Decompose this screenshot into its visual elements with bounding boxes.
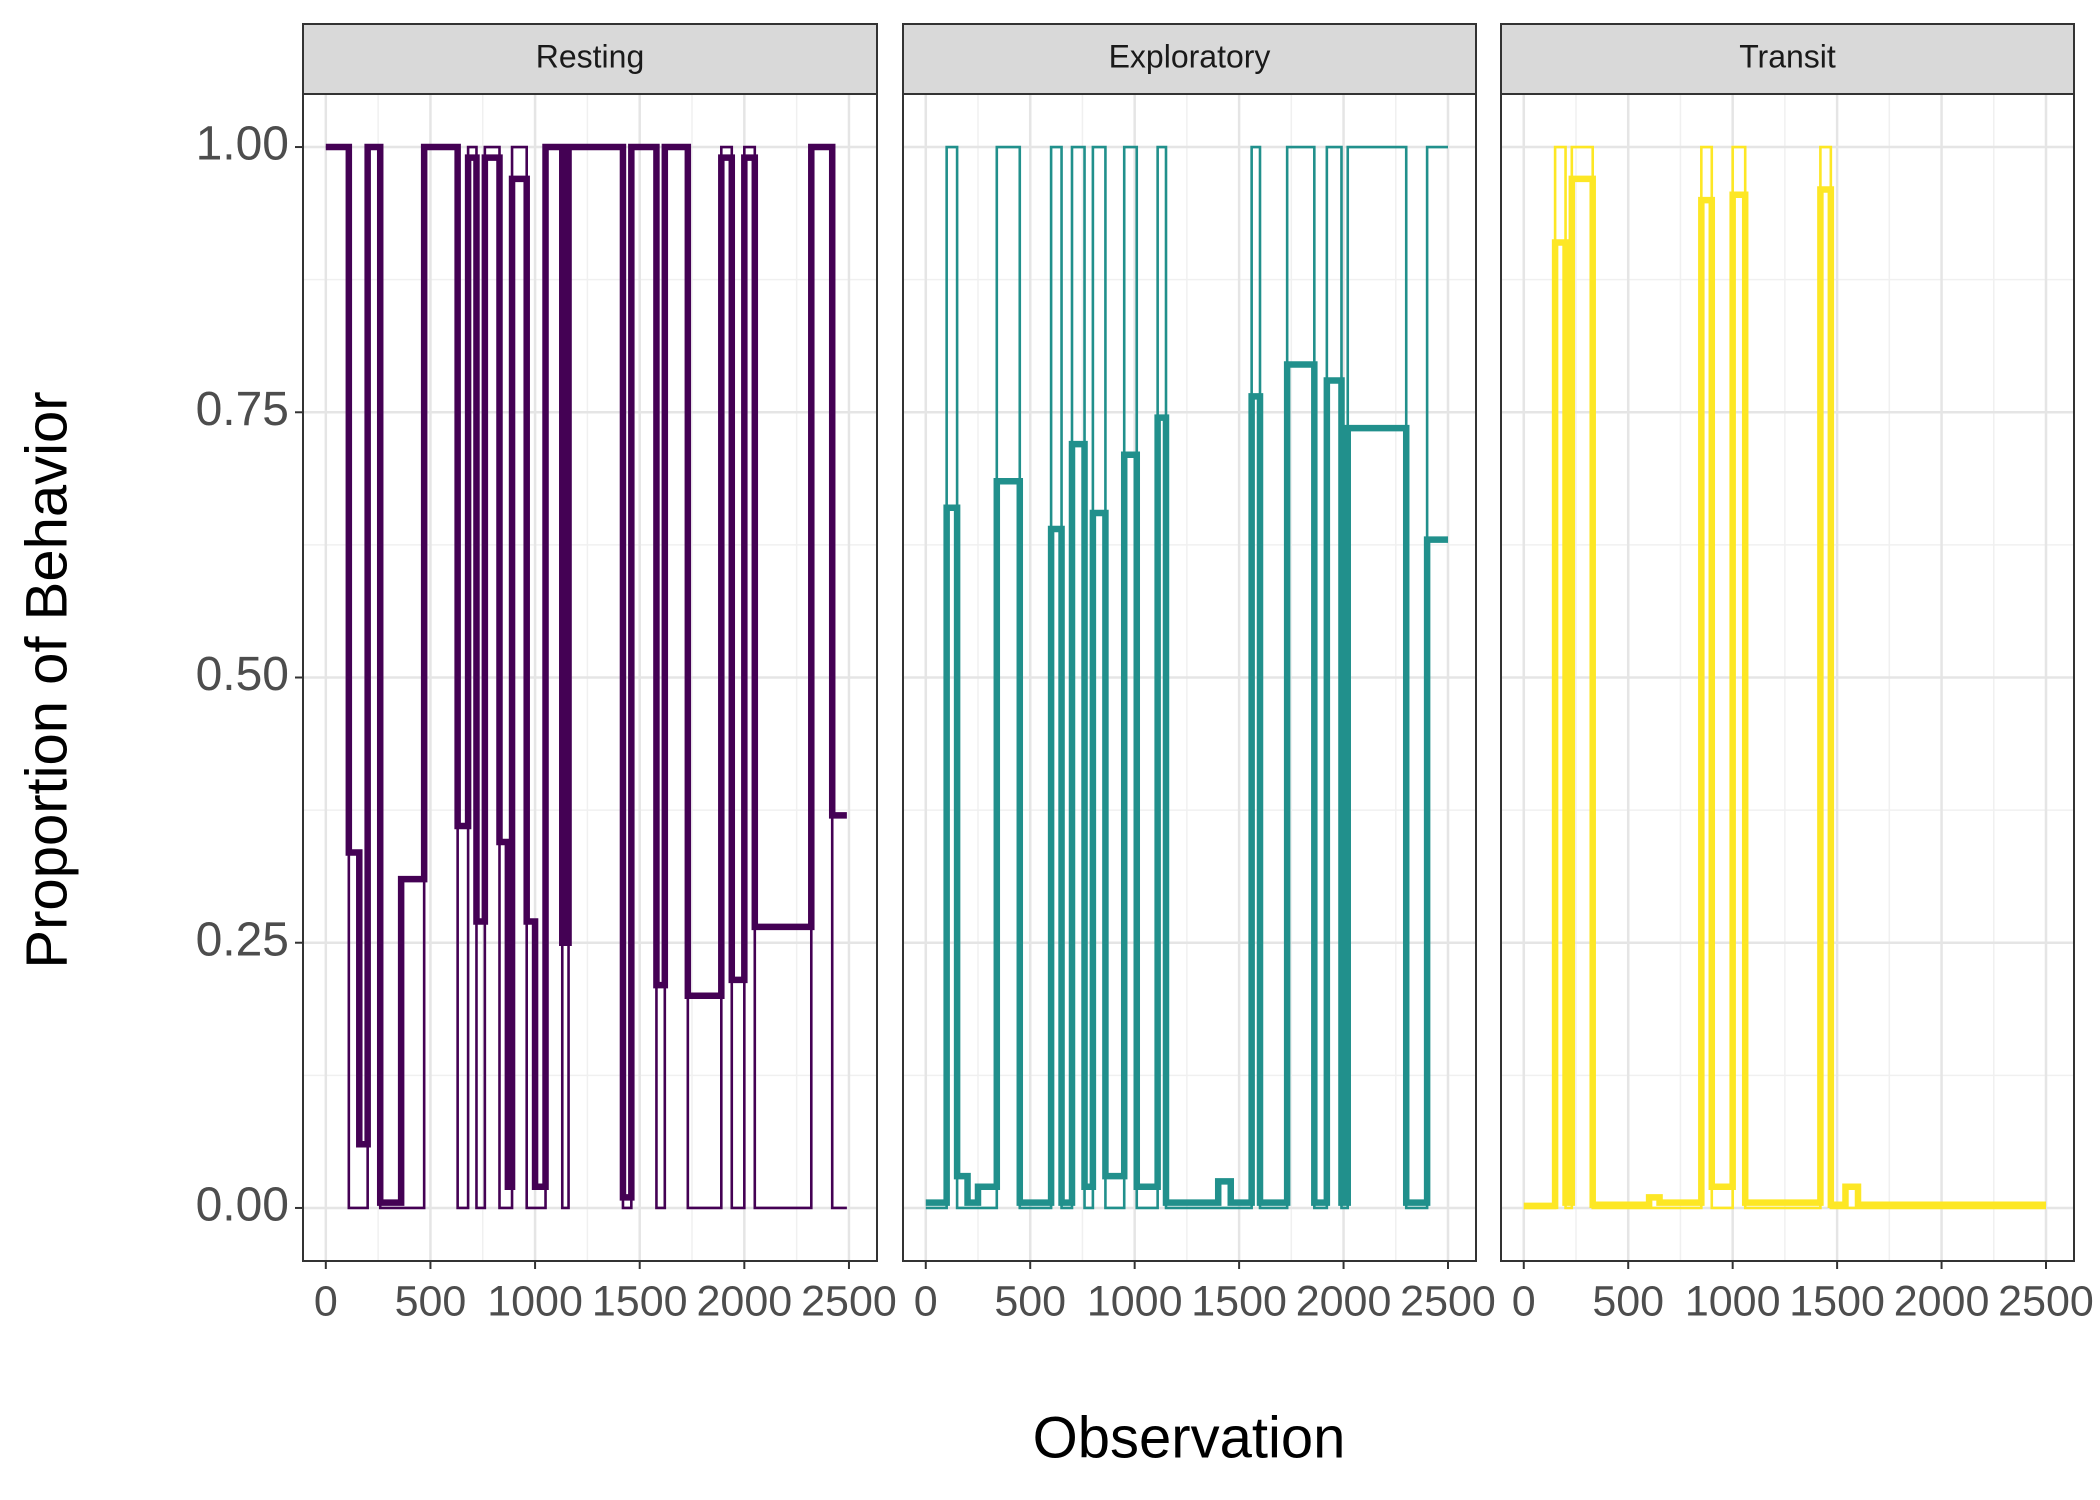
step-line bbox=[325, 143, 847, 1206]
x-tick-label: 0 bbox=[914, 1277, 938, 1325]
panel-border bbox=[1500, 93, 2075, 1262]
panel-border bbox=[902, 93, 1477, 1262]
strip-label: Resting bbox=[536, 38, 645, 74]
x-tick-label: 2000 bbox=[696, 1277, 792, 1325]
y-tick-label: 0.75 bbox=[196, 383, 289, 436]
strip bbox=[302, 23, 878, 95]
strip-label: Exploratory bbox=[1109, 38, 1271, 74]
x-tick-label: 2500 bbox=[1400, 1277, 1496, 1325]
x-tick-label: 0 bbox=[314, 1277, 338, 1325]
y-tick-label: 0.25 bbox=[196, 913, 289, 966]
x-tick-label: 2000 bbox=[1894, 1277, 1990, 1325]
x-tick-label: 1000 bbox=[487, 1277, 583, 1325]
y-tick-label: 0.00 bbox=[196, 1179, 289, 1232]
y-axis-title: Proportion of Behavior bbox=[14, 391, 79, 968]
x-tick-label: 500 bbox=[1592, 1277, 1664, 1325]
x-tick-label: 500 bbox=[994, 1277, 1066, 1325]
strip-label: Transit bbox=[1739, 38, 1836, 74]
step-line bbox=[1523, 145, 2047, 1210]
y-tick-label: 1.00 bbox=[196, 118, 289, 171]
x-tick-label: 500 bbox=[395, 1277, 467, 1325]
x-tick-label: 1500 bbox=[1191, 1277, 1287, 1325]
x-tick-label: 1000 bbox=[1685, 1277, 1781, 1325]
step-line bbox=[1523, 175, 2047, 1210]
x-tick-label: 0 bbox=[1512, 1277, 1536, 1325]
step-line bbox=[925, 361, 1449, 1206]
x-tick-label: 1000 bbox=[1087, 1277, 1183, 1325]
x-tick-label: 2500 bbox=[801, 1277, 897, 1325]
strip bbox=[1500, 23, 2075, 95]
x-tick-label: 2000 bbox=[1296, 1277, 1392, 1325]
x-tick-label: 2500 bbox=[1998, 1277, 2094, 1325]
x-axis-title: Observation bbox=[1033, 1405, 1346, 1470]
x-tick-label: 1500 bbox=[592, 1277, 688, 1325]
y-tick-label: 0.50 bbox=[196, 648, 289, 701]
x-tick-label: 1500 bbox=[1789, 1277, 1885, 1325]
